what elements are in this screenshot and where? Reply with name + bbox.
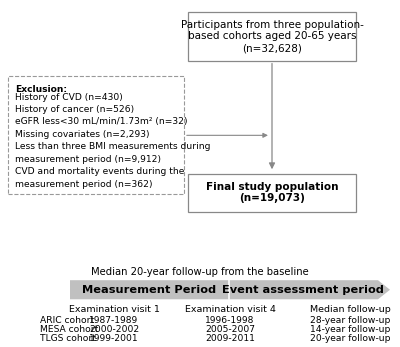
Text: eGFR less<30 mL/min/1.73m² (n=32): eGFR less<30 mL/min/1.73m² (n=32): [15, 118, 188, 126]
Text: Participants from three population-
based cohorts aged 20-65 years
(n=32,628): Participants from three population- base…: [180, 20, 364, 53]
Text: 1996-1998: 1996-1998: [205, 316, 255, 325]
Text: TLGS cohort: TLGS cohort: [40, 334, 96, 343]
Text: Median 20-year follow-up from the baseline: Median 20-year follow-up from the baseli…: [91, 268, 309, 277]
Polygon shape: [70, 280, 390, 299]
Text: ARIC cohort: ARIC cohort: [40, 316, 94, 325]
Text: measurement period (n=362): measurement period (n=362): [15, 179, 153, 188]
Text: 2005-2007: 2005-2007: [205, 325, 255, 334]
FancyBboxPatch shape: [8, 76, 184, 194]
Text: Event assessment period: Event assessment period: [222, 285, 384, 295]
FancyBboxPatch shape: [188, 174, 356, 212]
Text: CVD and mortality events during the: CVD and mortality events during the: [15, 167, 184, 176]
FancyBboxPatch shape: [188, 12, 356, 61]
Text: Median follow-up: Median follow-up: [310, 305, 390, 314]
Text: 1999-2001: 1999-2001: [89, 334, 139, 343]
Text: 14-year follow-up: 14-year follow-up: [310, 325, 390, 334]
Text: History of cancer (n=526): History of cancer (n=526): [15, 105, 134, 114]
Text: Measurement Period: Measurement Period: [82, 285, 216, 295]
Text: 28-year follow-up: 28-year follow-up: [310, 316, 390, 325]
Text: 2009-2011: 2009-2011: [205, 334, 255, 343]
Text: 1987-1989: 1987-1989: [89, 316, 139, 325]
Text: 20-year follow-up: 20-year follow-up: [310, 334, 390, 343]
Text: History of CVD (n=430): History of CVD (n=430): [15, 93, 123, 102]
Text: Examination visit 1: Examination visit 1: [68, 305, 160, 314]
Text: MESA cohort: MESA cohort: [40, 325, 98, 334]
Text: Examination visit 4: Examination visit 4: [184, 305, 276, 314]
Text: Exclusion:: Exclusion:: [15, 85, 67, 94]
Text: Missing covariates (n=2,293): Missing covariates (n=2,293): [15, 130, 150, 139]
Text: measurement period (n=9,912): measurement period (n=9,912): [15, 155, 161, 164]
Text: Less than three BMI measurements during: Less than three BMI measurements during: [15, 142, 211, 151]
Text: 2000-2002: 2000-2002: [89, 325, 139, 334]
Text: Final study population
(n=19,073): Final study population (n=19,073): [206, 182, 338, 203]
